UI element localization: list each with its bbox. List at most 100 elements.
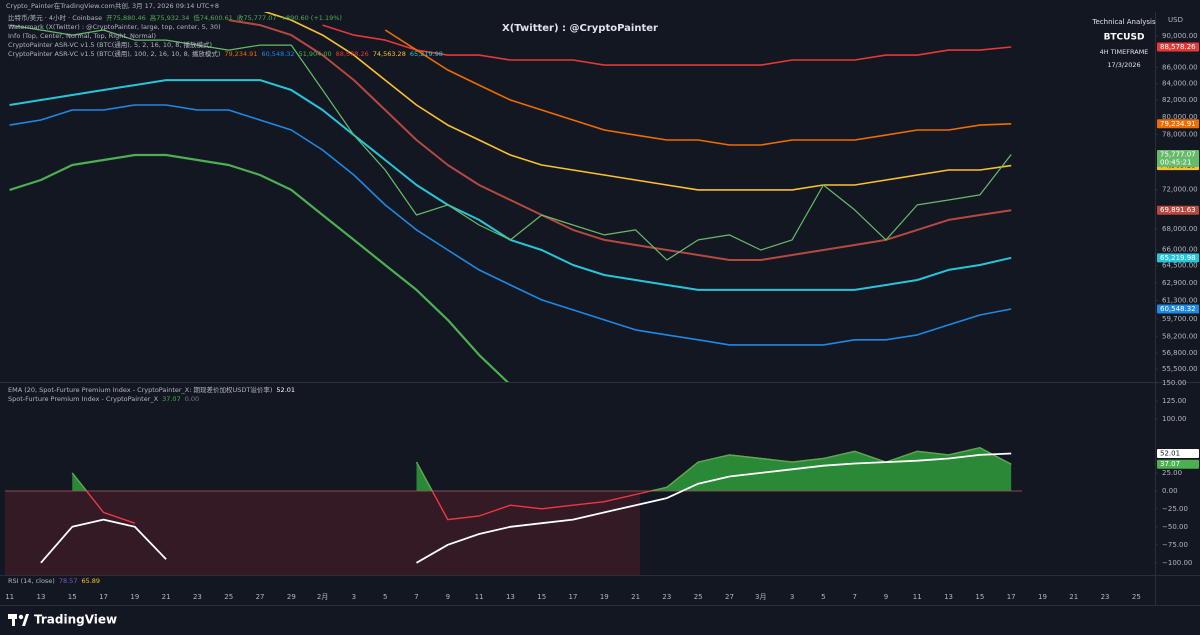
legend-text: Spot-Furture Premium Index - CryptoPaint…: [8, 395, 159, 403]
x-tick-label: 15: [68, 593, 77, 601]
value-badge-label: 75,777.07: [1160, 151, 1196, 159]
positive-area: [72, 447, 1012, 491]
legend-reading: 高75,932.34: [149, 14, 190, 22]
watermark: X(Twitter) : @CryptoPainter: [502, 23, 658, 34]
currency: USD: [1168, 16, 1183, 24]
value-badge-label: 79,234.91: [1160, 120, 1196, 128]
y-tick-label: 59,700.00: [1162, 315, 1198, 323]
x-tick-label: 27: [725, 593, 734, 601]
legend-reading: 60,548.32: [261, 50, 295, 58]
info-line: Technical Analysis: [1091, 18, 1156, 26]
x-tick-label: 17: [1007, 593, 1016, 601]
value-badge-label: 52.01: [1160, 449, 1180, 457]
legend-line: Watermark (X(Twitter) : @CryptoPainter, …: [8, 23, 447, 32]
x-tick-label: 29: [287, 593, 296, 601]
plot: [9, 12, 1012, 382]
legend-reading: 收75,777.07: [236, 14, 277, 22]
x-tick-label: 11: [5, 593, 14, 601]
plot: [40, 446, 1012, 564]
value-badge: [1157, 119, 1199, 129]
y-tick-label: 125.00: [1162, 397, 1187, 405]
legend-text: CryptoPainter ASR-VC v1.5 (BTC(通用), 5, 2…: [8, 41, 213, 49]
price-panel: [0, 12, 1155, 382]
brand-logo: [8, 614, 29, 626]
x-tick-label: 7: [414, 593, 418, 601]
y-tick-label: 78,000.00: [1162, 131, 1198, 139]
legend-text: RSI (14, close): [8, 577, 55, 585]
brand: TradingView: [34, 613, 117, 627]
legend-reading: +890.60 (+1.19%): [280, 14, 342, 22]
value-badge: [1157, 459, 1199, 469]
y-tick-label: 58,200.00: [1162, 332, 1198, 340]
info-line: BTCUSD: [1104, 33, 1145, 43]
x-tick-label: 27: [256, 593, 265, 601]
legend-reading: 78.57: [58, 577, 78, 585]
legend-reading: 79,234.91: [224, 50, 258, 58]
legend-reading: 开75,880.46: [106, 14, 146, 22]
value-badge: [1157, 205, 1199, 215]
legend-reading: 37.07: [162, 395, 181, 403]
legend-line: RSI (14, close) 78.57 65.89: [8, 577, 104, 586]
x-tick-label: 13: [36, 593, 45, 601]
value-badge-label: 60,548.32: [1160, 305, 1196, 313]
x-tick-label: 17: [99, 593, 108, 601]
legend-reading: 65,219.98: [409, 50, 443, 58]
y-tick-label: 61,300.00: [1162, 297, 1198, 305]
legend-line: CryptoPainter ASR-VC v1.5 (BTC(通用), 100,…: [8, 50, 447, 59]
value-badge-label: 69,891.63: [1160, 206, 1196, 214]
legend-line: Info (Top, Center, Normal, Top, Right, N…: [8, 32, 447, 41]
legend-line: CryptoPainter ASR-VC v1.5 (BTC(通用), 5, 2…: [8, 41, 447, 50]
y-tick-label: 90,000.00: [1162, 32, 1198, 40]
series-line: [263, 12, 1012, 191]
legend-text: EMA (20, Spot-Furture Premium Index - Cr…: [8, 386, 273, 394]
y-tick-label: 100.00: [1162, 415, 1187, 423]
legend-text: Info (Top, Center, Normal, Top, Right, N…: [8, 32, 157, 40]
series-line: [384, 29, 1012, 146]
legend-reading: 88,578.26: [335, 50, 369, 58]
y-tick-label: 72,000.00: [1162, 186, 1198, 194]
legend-text: CryptoPainter ASR-VC v1.5 (BTC(通用), 100,…: [8, 50, 221, 58]
x-tick-label: 23: [1101, 593, 1110, 601]
x-tick-label: 13: [506, 593, 515, 601]
price-legend: 比特币/美元 · 4小时 · Coinbase 开75,880.46 高75,932…: [8, 14, 447, 59]
series-line: [40, 452, 1012, 564]
negative-zone: [5, 491, 640, 575]
y-tick-label: −25.00: [1162, 505, 1188, 513]
x-tick-label: 23: [662, 593, 671, 601]
series-line: [9, 153, 510, 382]
x-tick-label: 7: [852, 593, 856, 601]
value-badge: [1157, 253, 1199, 263]
series-line: [228, 19, 1012, 261]
legend-reading: 0.00: [184, 395, 200, 403]
y-tick-label: 82,000.00: [1162, 96, 1198, 104]
osc-legend: EMA (20, Spot-Furture Premium Index - Cr…: [8, 386, 299, 404]
y-tick-label: 25.00: [1162, 469, 1182, 477]
info-line: 17/3/2026: [1107, 61, 1140, 69]
x-tick-label: 25: [694, 593, 703, 601]
x-tick-label: 25: [224, 593, 233, 601]
y-tick-label: 55,500.00: [1162, 365, 1198, 373]
x-tick-label: 23: [193, 593, 202, 601]
x-tick-label: 11: [475, 593, 484, 601]
legend-line: EMA (20, Spot-Furture Premium Index - Cr…: [8, 386, 299, 395]
legend-text: 比特币/美元 · 4小时 · Coinbase: [8, 14, 103, 22]
legend-reading: 65.89: [81, 577, 101, 585]
x-tick-label: 13: [944, 593, 953, 601]
y-tick-label: 86,000.00: [1162, 63, 1198, 71]
legend-reading: 51,904.00: [298, 50, 332, 58]
y-tick-label: −50.00: [1162, 523, 1188, 531]
y-tick-label: 64,500.00: [1162, 261, 1198, 269]
legend-reading: 74,563.28: [372, 50, 406, 58]
y-tick-label: −75.00: [1162, 541, 1188, 549]
x-tick-label: 11: [913, 593, 922, 601]
x-tick-label: 9: [446, 593, 450, 601]
legend-line: 比特币/美元 · 4小时 · Coinbase 开75,880.46 高75,932…: [8, 14, 447, 23]
series-line: [9, 104, 1012, 346]
x-tick-label: 5: [383, 593, 387, 601]
x-tick-label: 9: [884, 593, 888, 601]
value-badge-label: 37.07: [1160, 460, 1180, 468]
x-tick-label: 21: [631, 593, 640, 601]
y-tick-label: 150.00: [1162, 379, 1187, 387]
